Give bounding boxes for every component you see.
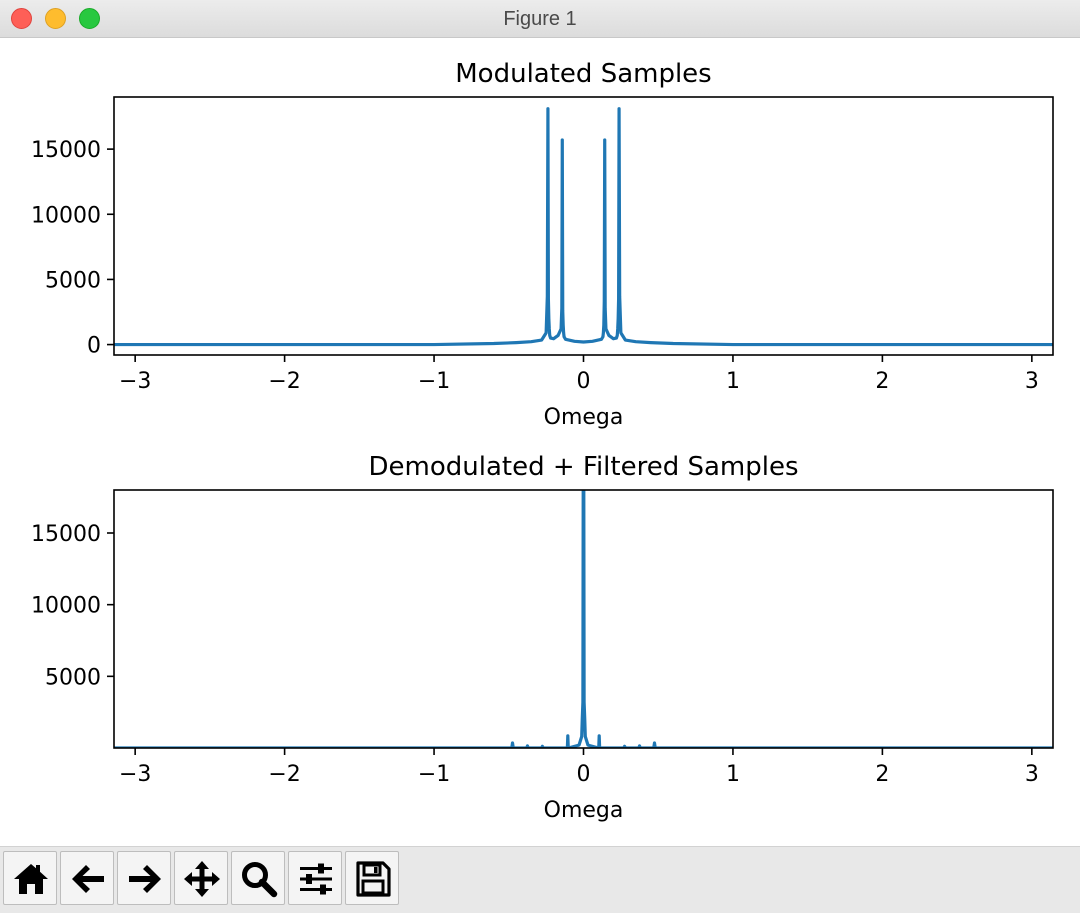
chart-title: Modulated Samples xyxy=(455,59,711,89)
forward-arrow-icon xyxy=(129,865,161,893)
window-title: Figure 1 xyxy=(503,8,577,30)
x-tick-label: 3 xyxy=(1025,762,1039,787)
y-tick-label: 10000 xyxy=(31,203,101,228)
x-tick-label: −1 xyxy=(418,369,450,394)
x-tick-label: −2 xyxy=(268,369,300,394)
save-icon xyxy=(356,861,391,897)
y-tick-label: 5000 xyxy=(45,268,101,293)
chart-1: −3 −2 −1 0 1 2 3 0 5000 10000 15000 Modulated Sampl… xyxy=(31,59,1054,430)
series-line-1 xyxy=(114,107,1053,347)
y-tick-label: 15000 xyxy=(31,138,101,163)
forward-button[interactable] xyxy=(117,851,171,905)
minimize-window-button[interactable] xyxy=(45,8,66,29)
x-tick-label: 2 xyxy=(875,762,889,787)
navigation-toolbar xyxy=(0,846,1080,913)
x-tick-label: 0 xyxy=(577,369,591,394)
plot-area xyxy=(114,97,1053,355)
configure-subplots-icon xyxy=(300,863,332,895)
configure-subplots-button[interactable] xyxy=(288,851,342,905)
save-button[interactable] xyxy=(345,851,399,905)
y-tick-label: 0 xyxy=(87,334,101,359)
zoom-icon xyxy=(242,862,278,898)
chart-title: Demodulated + Filtered Samples xyxy=(368,452,798,482)
x-axis-label: Omega xyxy=(544,798,624,823)
home-icon xyxy=(14,864,48,894)
x-tick-label: 1 xyxy=(726,762,740,787)
home-button[interactable] xyxy=(3,851,57,905)
x-tick-label: 1 xyxy=(726,369,740,394)
close-window-button[interactable] xyxy=(11,8,32,29)
zoom-button[interactable] xyxy=(231,851,285,905)
maximize-window-button[interactable] xyxy=(79,8,100,29)
x-tick-label: −1 xyxy=(418,762,450,787)
y-tick-label: 15000 xyxy=(31,522,101,547)
x-tick-label: −3 xyxy=(119,762,151,787)
series-line-1 xyxy=(114,490,1053,748)
x-tick-label: −3 xyxy=(119,369,151,394)
figure-canvas[interactable]: −3 −2 −1 0 1 2 3 0 5000 10000 15000 Modulated Sampl… xyxy=(0,38,1080,846)
x-tick-label: 3 xyxy=(1025,369,1039,394)
title-bar: Figure 1 xyxy=(0,0,1080,38)
chart-2: −3 −2 −1 0 1 2 3 5000 10000 15000 Demodulated + Fi… xyxy=(31,452,1054,823)
y-tick-label: 5000 xyxy=(45,665,101,690)
back-arrow-icon xyxy=(72,865,104,893)
pan-button[interactable] xyxy=(174,851,228,905)
x-axis-label: Omega xyxy=(544,405,624,430)
x-tick-label: −2 xyxy=(268,762,300,787)
pan-icon xyxy=(184,861,220,897)
x-tick-label: 0 xyxy=(577,762,591,787)
back-button[interactable] xyxy=(60,851,114,905)
y-tick-label: 10000 xyxy=(31,594,101,619)
x-tick-label: 2 xyxy=(875,369,889,394)
